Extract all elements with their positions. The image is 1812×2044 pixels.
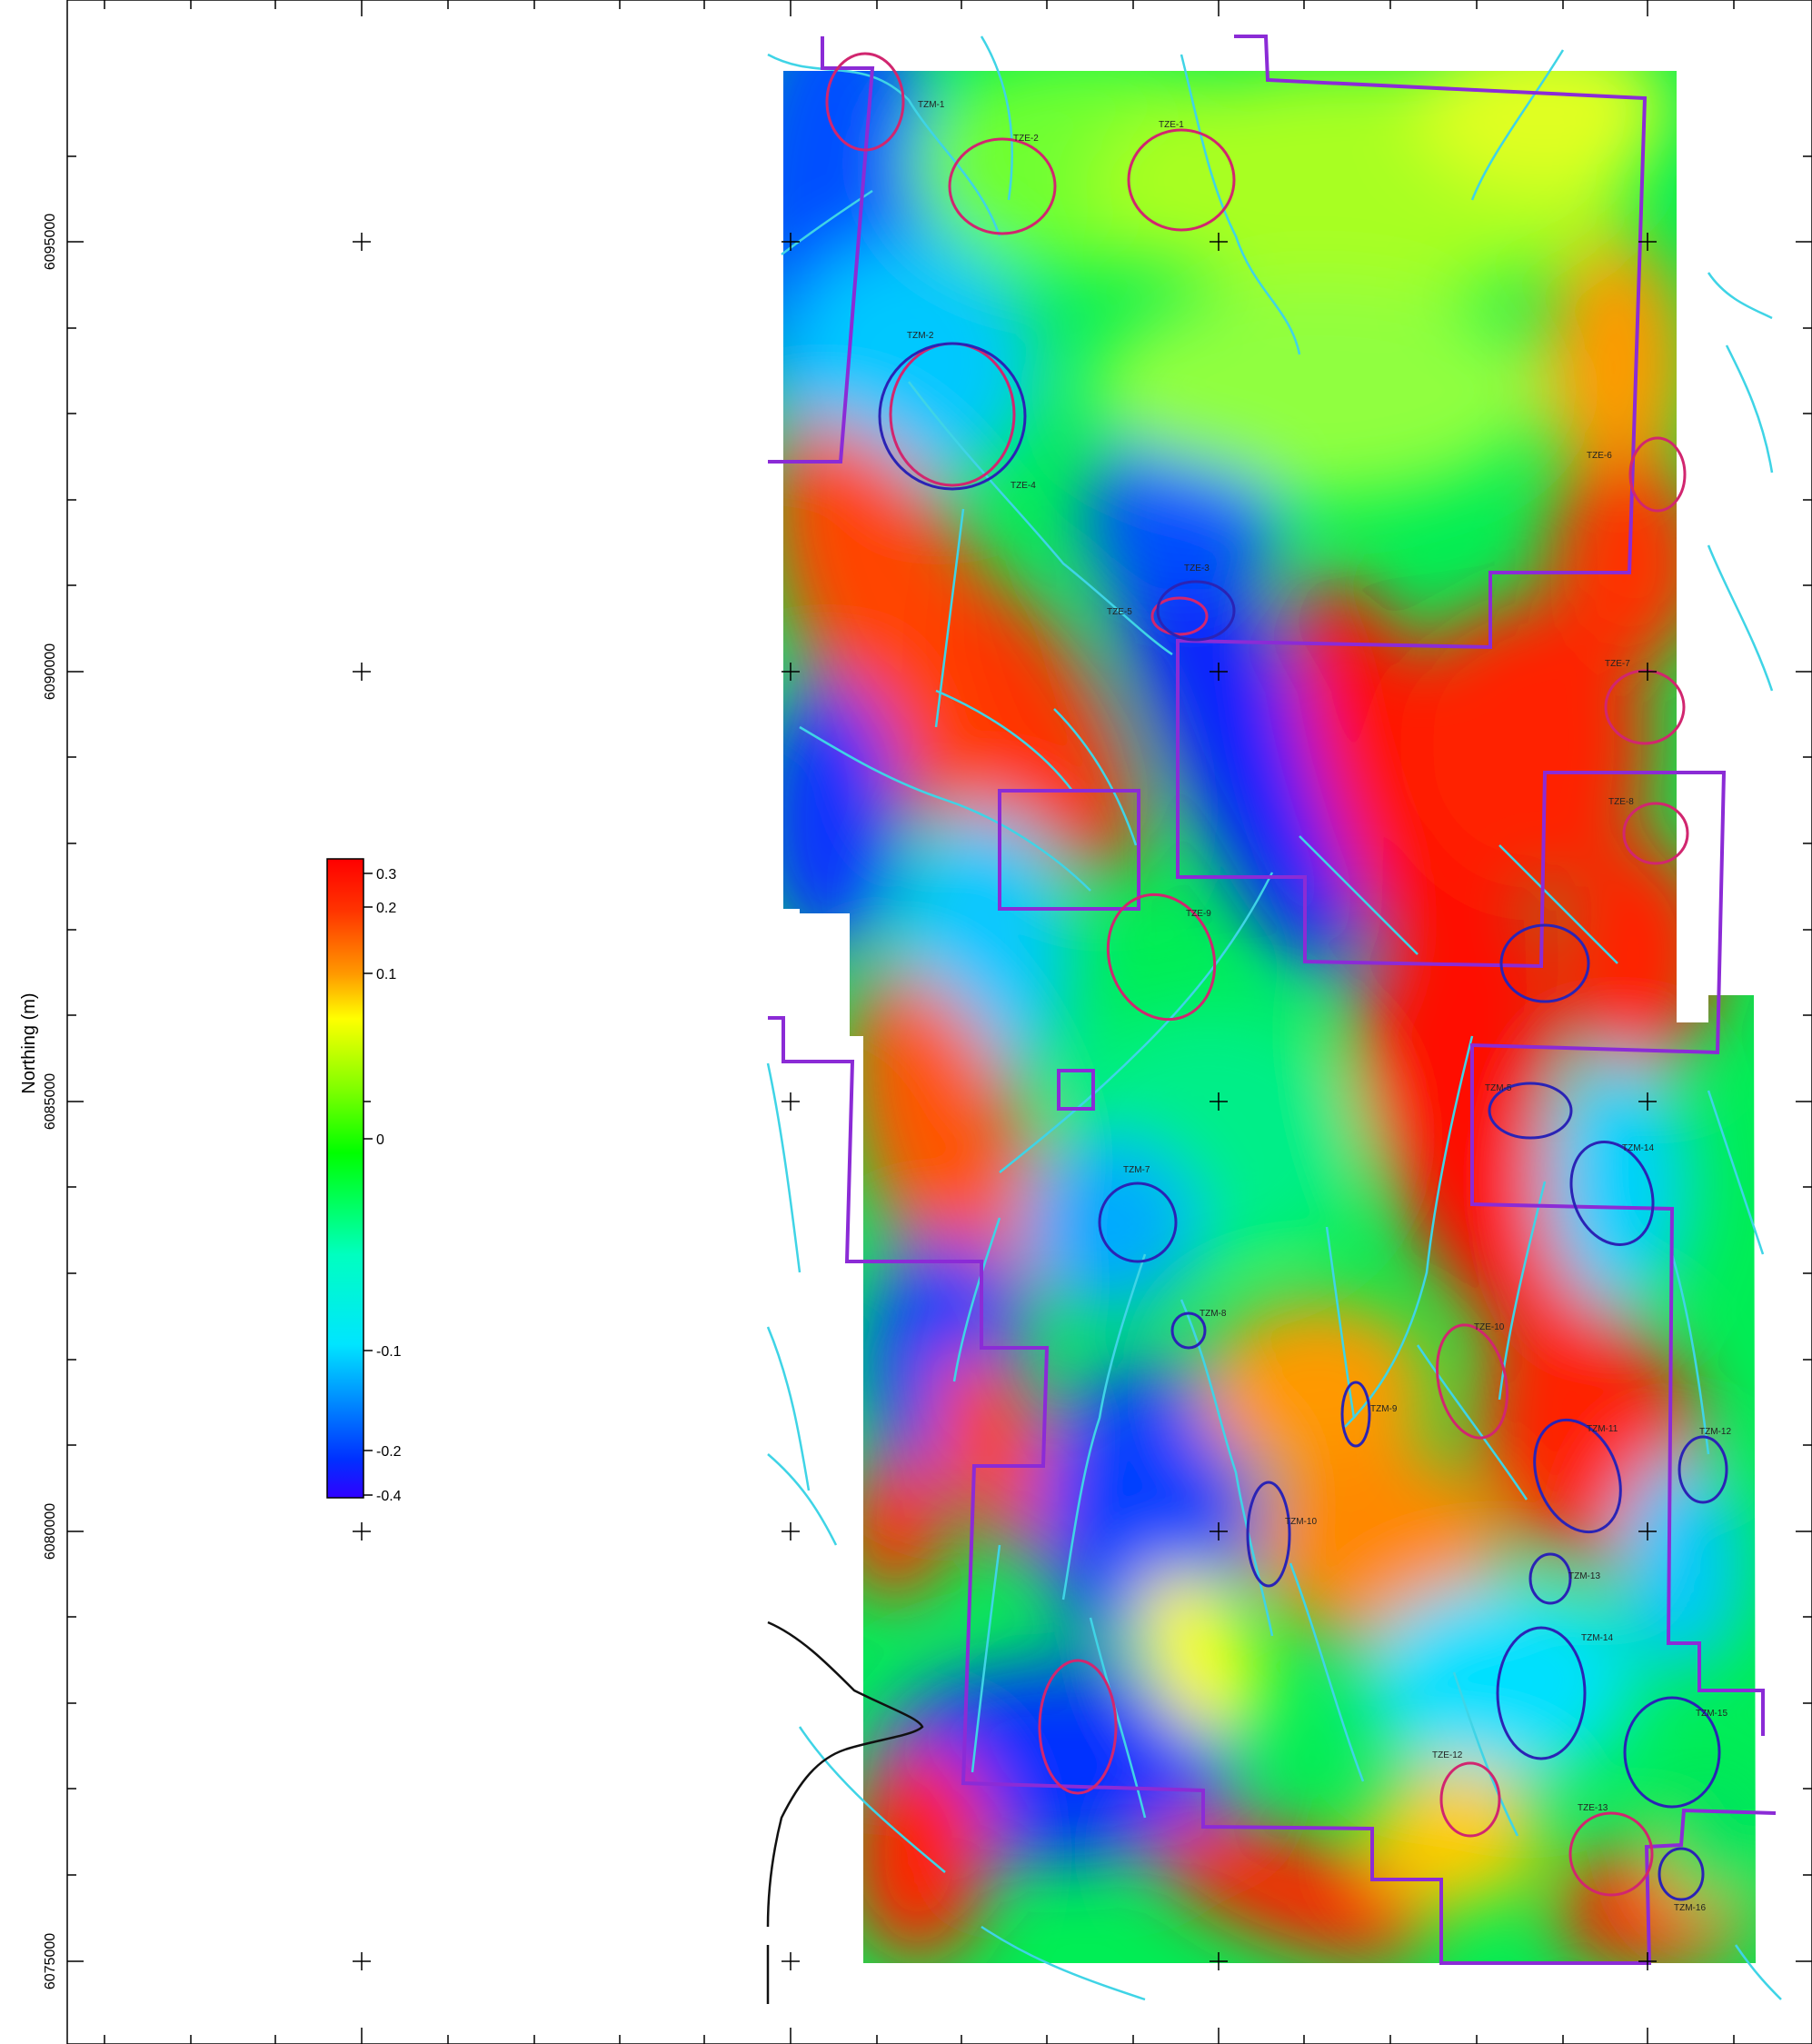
target-label: TZM-13	[1568, 1571, 1600, 1581]
target-label: TZM-5	[1485, 1083, 1512, 1093]
claim-block-1	[998, 789, 1140, 911]
tze-target-12	[1439, 1761, 1501, 1838]
tzm-targets	[878, 342, 1728, 1901]
color-scale-bar	[326, 858, 364, 1499]
drainage-network	[766, 35, 1782, 2001]
tzm-target-11	[1533, 1418, 1622, 1534]
tzm-target-1	[1156, 580, 1236, 642]
tzm-target-13	[1528, 1552, 1572, 1605]
tze-target-6	[1628, 436, 1687, 513]
claim-block-2	[1057, 1069, 1095, 1111]
target-label: TZE-12	[1432, 1750, 1463, 1760]
tzm-target-12	[1678, 1435, 1728, 1504]
northing-axis-title: Northing (m)	[19, 992, 39, 1093]
tze-target-9	[1106, 892, 1217, 1022]
tzm-target-10	[1246, 1481, 1291, 1588]
target-label: TZM-1	[918, 100, 945, 110]
target-label: TZE-9	[1186, 909, 1211, 919]
tzm-target-5	[1488, 1082, 1573, 1140]
northing-tick-label: 6080000	[43, 1503, 58, 1560]
tze-target-3	[1127, 128, 1236, 232]
tze-target-13	[1568, 1811, 1654, 1897]
northing-tick-label: 6075000	[43, 1933, 58, 1989]
northing-tick-label: 6090000	[43, 643, 58, 700]
northing-tick-label: 6095000	[43, 214, 58, 270]
target-label: TZM-8	[1200, 1309, 1227, 1319]
claim-boundaries	[768, 35, 1777, 1965]
target-label: TZM-12	[1699, 1427, 1731, 1437]
tze-target-11	[1038, 1659, 1118, 1795]
tzm-target-8	[1170, 1311, 1207, 1350]
tze-target-7	[1604, 669, 1686, 745]
legend-label: -0.4	[376, 1489, 402, 1504]
legend-label: 0.3	[376, 867, 396, 882]
target-label: TZE-1	[1159, 120, 1184, 130]
tzm-target-9	[1340, 1381, 1371, 1448]
target-label: TZM-11	[1587, 1424, 1618, 1434]
tze-target-5	[1150, 596, 1209, 636]
target-label: TZM-14	[1622, 1143, 1654, 1153]
tze-target-1	[825, 52, 905, 152]
target-labels: TZM-1 TZE-2 TZE-1 TZM-2 TZE-4 TZE-3 TZE-…	[907, 100, 1731, 1913]
tze-targets	[825, 52, 1689, 1897]
target-label: TZM-14	[1581, 1633, 1613, 1643]
claim-boundary-east	[1176, 35, 1765, 1736]
legend-label: -0.2	[376, 1444, 402, 1460]
legend-label: 0	[376, 1132, 384, 1148]
northing-tick-labels: 6095000 6090000 6085000 6080000 6075000	[43, 214, 58, 1989]
target-label: TZE-13	[1578, 1803, 1608, 1813]
northing-tick-label: 6085000	[43, 1073, 58, 1130]
frame-ticks	[67, 0, 1812, 2044]
target-label: TZM-7	[1123, 1165, 1150, 1175]
target-label: TZM-2	[907, 331, 934, 341]
target-label: TZE-7	[1605, 659, 1630, 669]
target-label: TZM-9	[1370, 1404, 1398, 1414]
target-label: TZE-4	[1011, 481, 1036, 491]
target-label: TZE-3	[1184, 563, 1210, 573]
map-frame	[66, 0, 1812, 2044]
target-label: TZE-10	[1474, 1322, 1505, 1332]
tzm-target-6	[1569, 1141, 1655, 1246]
tzm-target-ne	[1499, 923, 1590, 1003]
legend-label: -0.1	[376, 1344, 402, 1360]
tzm-target-15	[1623, 1696, 1721, 1809]
target-label: TZM-10	[1285, 1517, 1317, 1527]
tzm-target-2	[878, 342, 1027, 491]
tzm-target-14	[1496, 1626, 1587, 1760]
target-label: TZE-5	[1107, 607, 1132, 617]
target-label: TZM-16	[1674, 1903, 1706, 1913]
tzm-target-7	[1098, 1182, 1178, 1263]
shoreline	[766, 1620, 924, 1928]
claim-boundary-west-south	[768, 1016, 1777, 1965]
legend-label: 0.2	[376, 901, 396, 916]
anomaly-raster	[783, 71, 1756, 1963]
claim-boundary-nw	[768, 36, 875, 464]
target-label: TZE-6	[1587, 451, 1612, 461]
tze-target-10	[1436, 1323, 1508, 1440]
target-label: TZE-8	[1608, 797, 1634, 807]
target-label: TZE-2	[1013, 134, 1039, 144]
legend-label: 0.1	[376, 967, 396, 982]
tze-target-8	[1622, 802, 1689, 865]
color-scale-legend: 0.3 0.2 0.1 0 -0.1 -0.2 -0.4	[326, 858, 402, 1504]
tzm-target-16	[1658, 1847, 1705, 1901]
target-label: TZM-15	[1696, 1709, 1727, 1719]
tze-target-2	[948, 137, 1057, 235]
